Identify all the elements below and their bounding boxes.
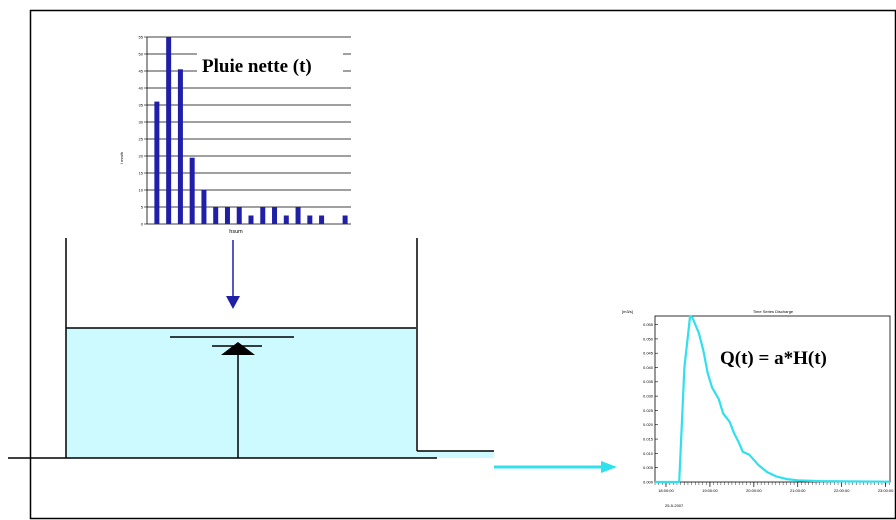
discharge-y-tick-label: 0.000 (643, 479, 654, 484)
rain-bar (260, 207, 266, 224)
discharge-x-tick-label: 23:00:00 (878, 488, 894, 493)
discharge-x-tick-label: 18:00:00 (658, 488, 674, 493)
discharge-x-tick-label: 22:00:00 (834, 488, 850, 493)
rain-y-tick-label: 25 (139, 136, 144, 141)
rain-label-background (197, 49, 343, 80)
rain-bar (213, 207, 219, 224)
rain-bar (295, 207, 301, 224)
discharge-plot-frame (654, 315, 891, 483)
rain-y-tick-label: 45 (139, 68, 144, 73)
rain-y-label: I mm/h (119, 152, 124, 164)
rain-bar (154, 101, 160, 224)
rain-bar (342, 215, 348, 224)
discharge-title: Time Series Discharge (753, 309, 794, 314)
discharge-y-tick-label: 0.030 (643, 394, 654, 399)
rain-y-tick-label: 10 (139, 187, 144, 192)
rain-bar (283, 215, 289, 224)
rain-bar (166, 37, 172, 224)
discharge-series-line (655, 314, 891, 484)
inflow-arrow-icon (226, 296, 240, 309)
rain-x-label: hsum (229, 229, 243, 235)
discharge-y-tick-label: 0.040 (643, 365, 654, 370)
discharge-y-tick-label: 0.010 (643, 451, 654, 456)
outflow-arrow-icon (601, 461, 617, 473)
discharge-y-tick-label: 0.020 (643, 422, 654, 427)
rain-bar (236, 207, 242, 224)
discharge-x-tick-label: 21:00:00 (790, 488, 806, 493)
rain-chart-label: Pluie nette (t) (202, 56, 312, 77)
discharge-y-tick-label: 0.055 (643, 322, 654, 327)
outlet-water (416, 451, 494, 458)
discharge-unit: [m3/s] (622, 309, 633, 314)
water-level-triangle-icon (221, 342, 255, 355)
discharge-x-tick-label: 19:00:00 (702, 488, 718, 493)
rain-bar (177, 69, 183, 224)
discharge-line-chart: 0.000 0.005 0.010 0.015 0.020 0.025 0.030 0.035… (643, 314, 894, 493)
discharge-y-tick-label: 0.035 (643, 379, 654, 384)
rain-y-tick-label: 50 (139, 51, 144, 56)
rain-bar (307, 215, 313, 224)
discharge-y-tick-label: 0.025 (643, 408, 654, 413)
rain-bar (201, 190, 207, 224)
discharge-equation: Q(t) = a*H(t) (720, 348, 827, 369)
rain-y-tick-label: 15 (139, 170, 144, 175)
discharge-x-tick-label: 20:00:00 (746, 488, 762, 493)
rain-y-tick-label: 5 (141, 204, 144, 209)
rain-bar (189, 157, 195, 224)
discharge-y-tick-label: 0.015 (643, 436, 654, 441)
rain-y-tick-label: 55 (139, 34, 144, 39)
rainfall-bar-chart: 0 5 10 15 20 25 30 35 40 45 50 55 (139, 34, 351, 226)
rain-bar (272, 207, 278, 224)
rain-bar (319, 215, 325, 224)
rain-y-tick-label: 20 (139, 153, 144, 158)
rain-y-tick-label: 35 (139, 102, 144, 107)
rain-y-tick-label: 40 (139, 85, 144, 90)
discharge-y-tick-label: 0.045 (643, 351, 654, 356)
discharge-date: 25-5-2007 (665, 503, 684, 508)
discharge-y-tick-label: 0.050 (643, 336, 654, 341)
discharge-y-tick-label: 0.005 (643, 465, 654, 470)
rain-bar (248, 215, 254, 224)
rain-bar (224, 207, 230, 224)
rain-y-tick-label: 0 (141, 221, 144, 226)
rain-y-tick-label: 30 (139, 119, 144, 124)
